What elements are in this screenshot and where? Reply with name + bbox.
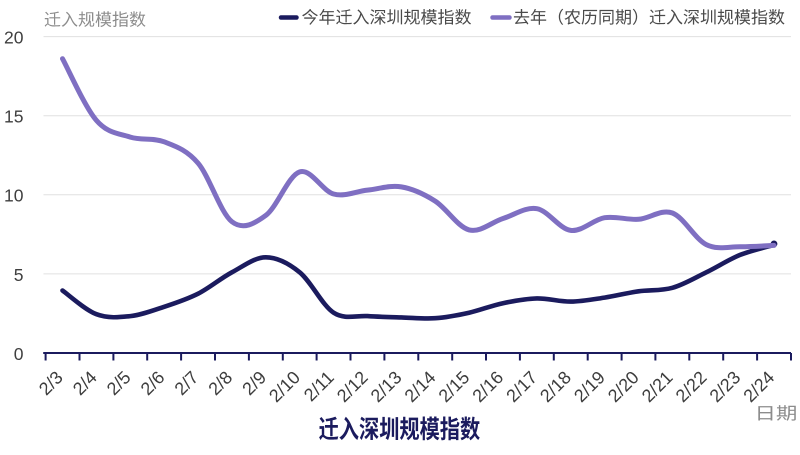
svg-text:10: 10 xyxy=(4,186,24,206)
svg-text:5: 5 xyxy=(14,265,24,285)
svg-text:0: 0 xyxy=(14,344,24,364)
svg-text:20: 20 xyxy=(4,28,24,48)
svg-text:15: 15 xyxy=(4,107,23,127)
